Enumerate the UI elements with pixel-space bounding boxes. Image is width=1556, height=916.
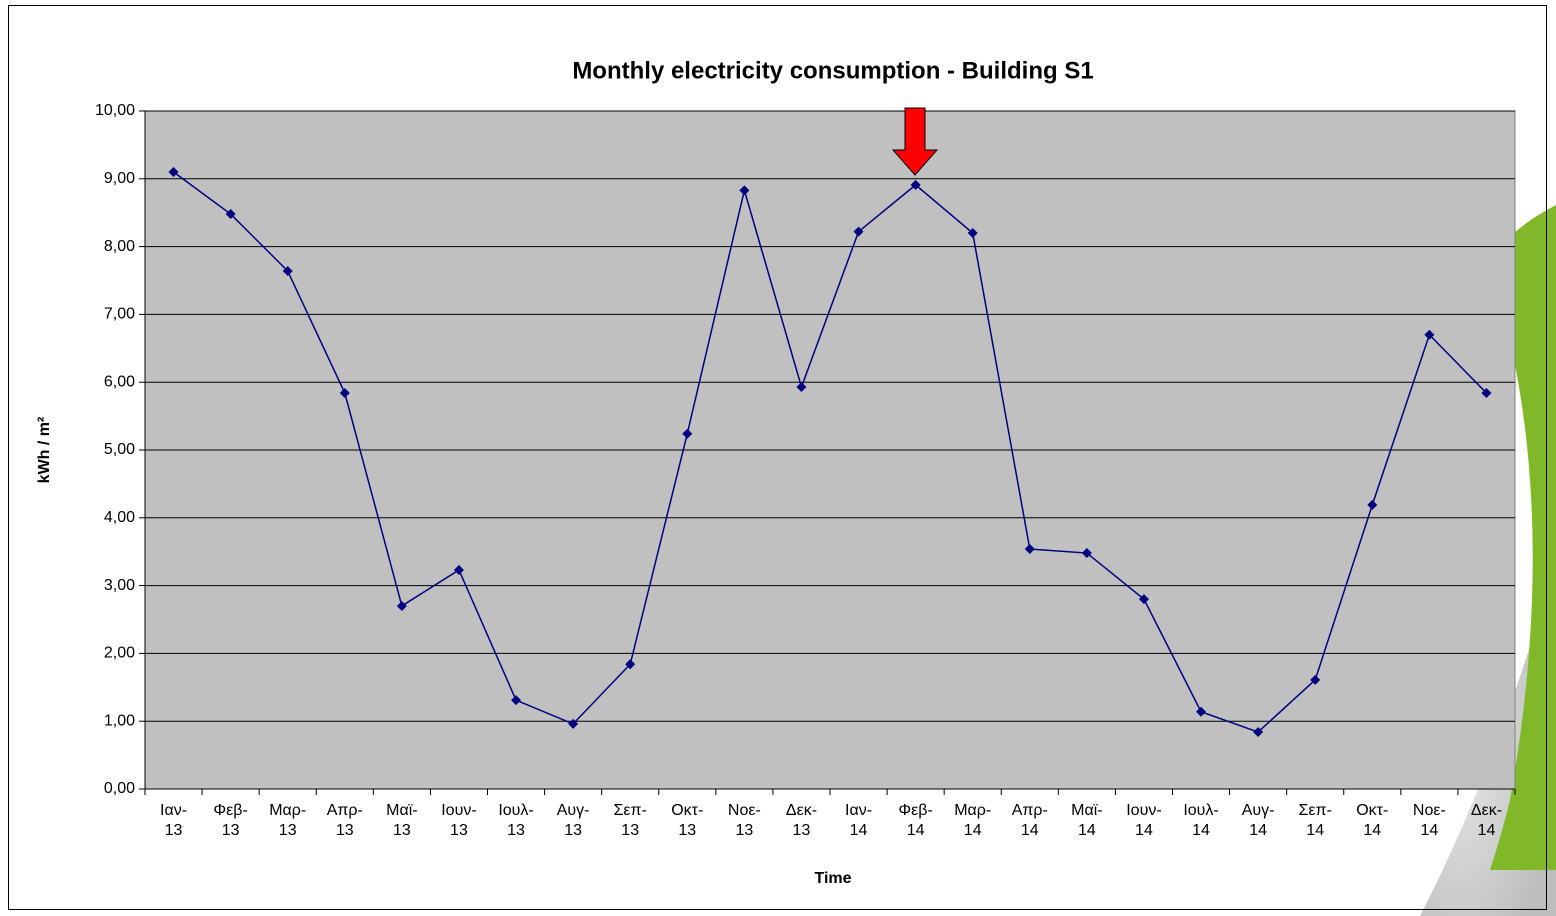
- y-tick-label: 5,00: [104, 441, 135, 458]
- data-point: [282, 266, 293, 277]
- x-tick-label: Ιουλ-14: [1183, 802, 1218, 839]
- x-tick-label: Ιαν-13: [160, 802, 187, 839]
- y-tick-label: 7,00: [104, 306, 135, 323]
- x-tick-label: Φεβ-14: [898, 802, 932, 839]
- x-tick-label: Φεβ-13: [213, 802, 247, 839]
- x-tick-label: Ιαν-14: [845, 802, 872, 839]
- y-axis-title: kWh / m²: [36, 417, 53, 484]
- plot: 0,00 1,00 2,00 3,00 4,00 5,00 6,00 7,00 8,00 9,00…: [95, 102, 1516, 839]
- data-point: [168, 167, 179, 178]
- y-tick-label: 6,00: [104, 373, 135, 390]
- data-point: [853, 226, 864, 237]
- x-axis-title: Time: [814, 870, 851, 887]
- data-point: [1024, 543, 1035, 554]
- data-point: [1253, 727, 1264, 738]
- data-point: [967, 228, 978, 239]
- chart-title: Monthly electricity consumption - Buildi…: [572, 57, 1093, 84]
- x-tick-label: Νοε-14: [1413, 802, 1446, 839]
- data-point: [910, 179, 921, 190]
- chart-border: [8, 5, 1547, 910]
- x-tick-label: Οκτ-14: [1356, 802, 1388, 839]
- x-tick-label: Μαϊ-13: [386, 802, 417, 839]
- x-tick-label: Απρ-13: [327, 802, 363, 839]
- y-tick-label: 3,00: [104, 577, 135, 594]
- data-point: [339, 388, 350, 399]
- x-tick-label: Μαρ-13: [269, 802, 306, 839]
- y-tick-label: 4,00: [104, 509, 135, 526]
- data-point: [511, 695, 522, 706]
- x-tick-label: Αυγ-14: [1242, 802, 1275, 839]
- data-point: [1424, 329, 1435, 340]
- data-point: [225, 209, 236, 220]
- data-point: [1196, 706, 1207, 717]
- data-point: [796, 381, 807, 392]
- x-tick-label: Αυγ-13: [557, 802, 590, 839]
- x-tick-label: Απρ-14: [1012, 802, 1048, 839]
- data-point: [1481, 388, 1492, 399]
- x-tick-label: Σεπ-13: [614, 802, 647, 839]
- data-point: [1367, 499, 1378, 510]
- x-tick-label: Δεκ-13: [786, 802, 817, 839]
- x-tick-label: Ιουν-14: [1126, 802, 1161, 839]
- y-tick-label: 8,00: [104, 238, 135, 255]
- x-tick-label: Ιουλ-13: [498, 802, 533, 839]
- series-line: [173, 171, 1487, 733]
- data-point: [625, 659, 636, 670]
- x-tick-label: Δεκ-14: [1471, 802, 1502, 839]
- data-point: [739, 185, 750, 196]
- x-tick-label: Μαρ-14: [954, 802, 991, 839]
- x-tick-label: Μαϊ-14: [1071, 802, 1102, 839]
- data-point: [453, 565, 464, 576]
- x-tick-label: Νοε-13: [728, 802, 761, 839]
- decoration-green: [1490, 205, 1556, 870]
- data-point: [1138, 594, 1149, 605]
- data-point: [1310, 674, 1321, 685]
- y-tick-label: 2,00: [104, 645, 135, 662]
- annotation-arrow: [891, 107, 939, 176]
- data-point: [396, 600, 407, 611]
- data-point: [1081, 548, 1092, 559]
- y-tick-label: 10,00: [95, 102, 135, 119]
- data-point: [682, 428, 693, 439]
- x-tick-label: Οκτ-13: [671, 802, 703, 839]
- y-tick-label: 0,00: [104, 780, 135, 797]
- y-tick-label: 9,00: [104, 170, 135, 187]
- data-point: [568, 718, 579, 729]
- x-tick-label: Ιουν-13: [441, 802, 476, 839]
- x-tick-label: Σεπ-14: [1299, 802, 1332, 839]
- y-tick-label: 1,00: [104, 712, 135, 729]
